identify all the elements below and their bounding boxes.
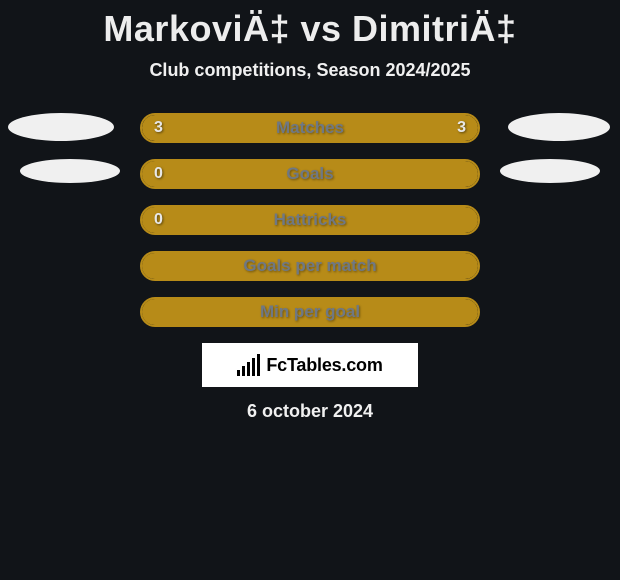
stat-label: Hattricks xyxy=(274,210,347,230)
stat-pill-hattricks: 0 Hattricks xyxy=(140,205,480,235)
stat-value-right: 3 xyxy=(457,119,466,137)
branding-text: FcTables.com xyxy=(266,355,382,376)
stat-label: Min per goal xyxy=(260,302,360,322)
stats-zone: 3 Matches 3 0 Goals 0 Hattricks xyxy=(0,113,620,327)
comparison-card: MarkoviÄ‡ vs DimitriÄ‡ Club competitions… xyxy=(0,0,620,580)
stat-pill-mpg: Min per goal xyxy=(140,297,480,327)
stat-row: 0 Hattricks xyxy=(0,205,620,235)
footer-date: 6 october 2024 xyxy=(0,401,620,422)
stat-value-left: 0 xyxy=(154,165,163,183)
stat-value-left: 3 xyxy=(154,119,163,137)
stat-label: Matches xyxy=(276,118,344,138)
stat-pill-gpm: Goals per match xyxy=(140,251,480,281)
branding-box[interactable]: FcTables.com xyxy=(202,343,418,387)
stat-pill-goals: 0 Goals xyxy=(140,159,480,189)
stat-label: Goals per match xyxy=(243,256,376,276)
stat-row: 0 Goals xyxy=(0,159,620,189)
stat-row: 3 Matches 3 xyxy=(0,113,620,143)
stat-label: Goals xyxy=(286,164,333,184)
bars-icon xyxy=(237,354,260,376)
stat-row: Goals per match xyxy=(0,251,620,281)
page-title: MarkoviÄ‡ vs DimitriÄ‡ xyxy=(0,8,620,50)
stat-row: Min per goal xyxy=(0,297,620,327)
stat-value-left: 0 xyxy=(154,211,163,229)
stat-pill-matches: 3 Matches 3 xyxy=(140,113,480,143)
page-subtitle: Club competitions, Season 2024/2025 xyxy=(0,60,620,81)
